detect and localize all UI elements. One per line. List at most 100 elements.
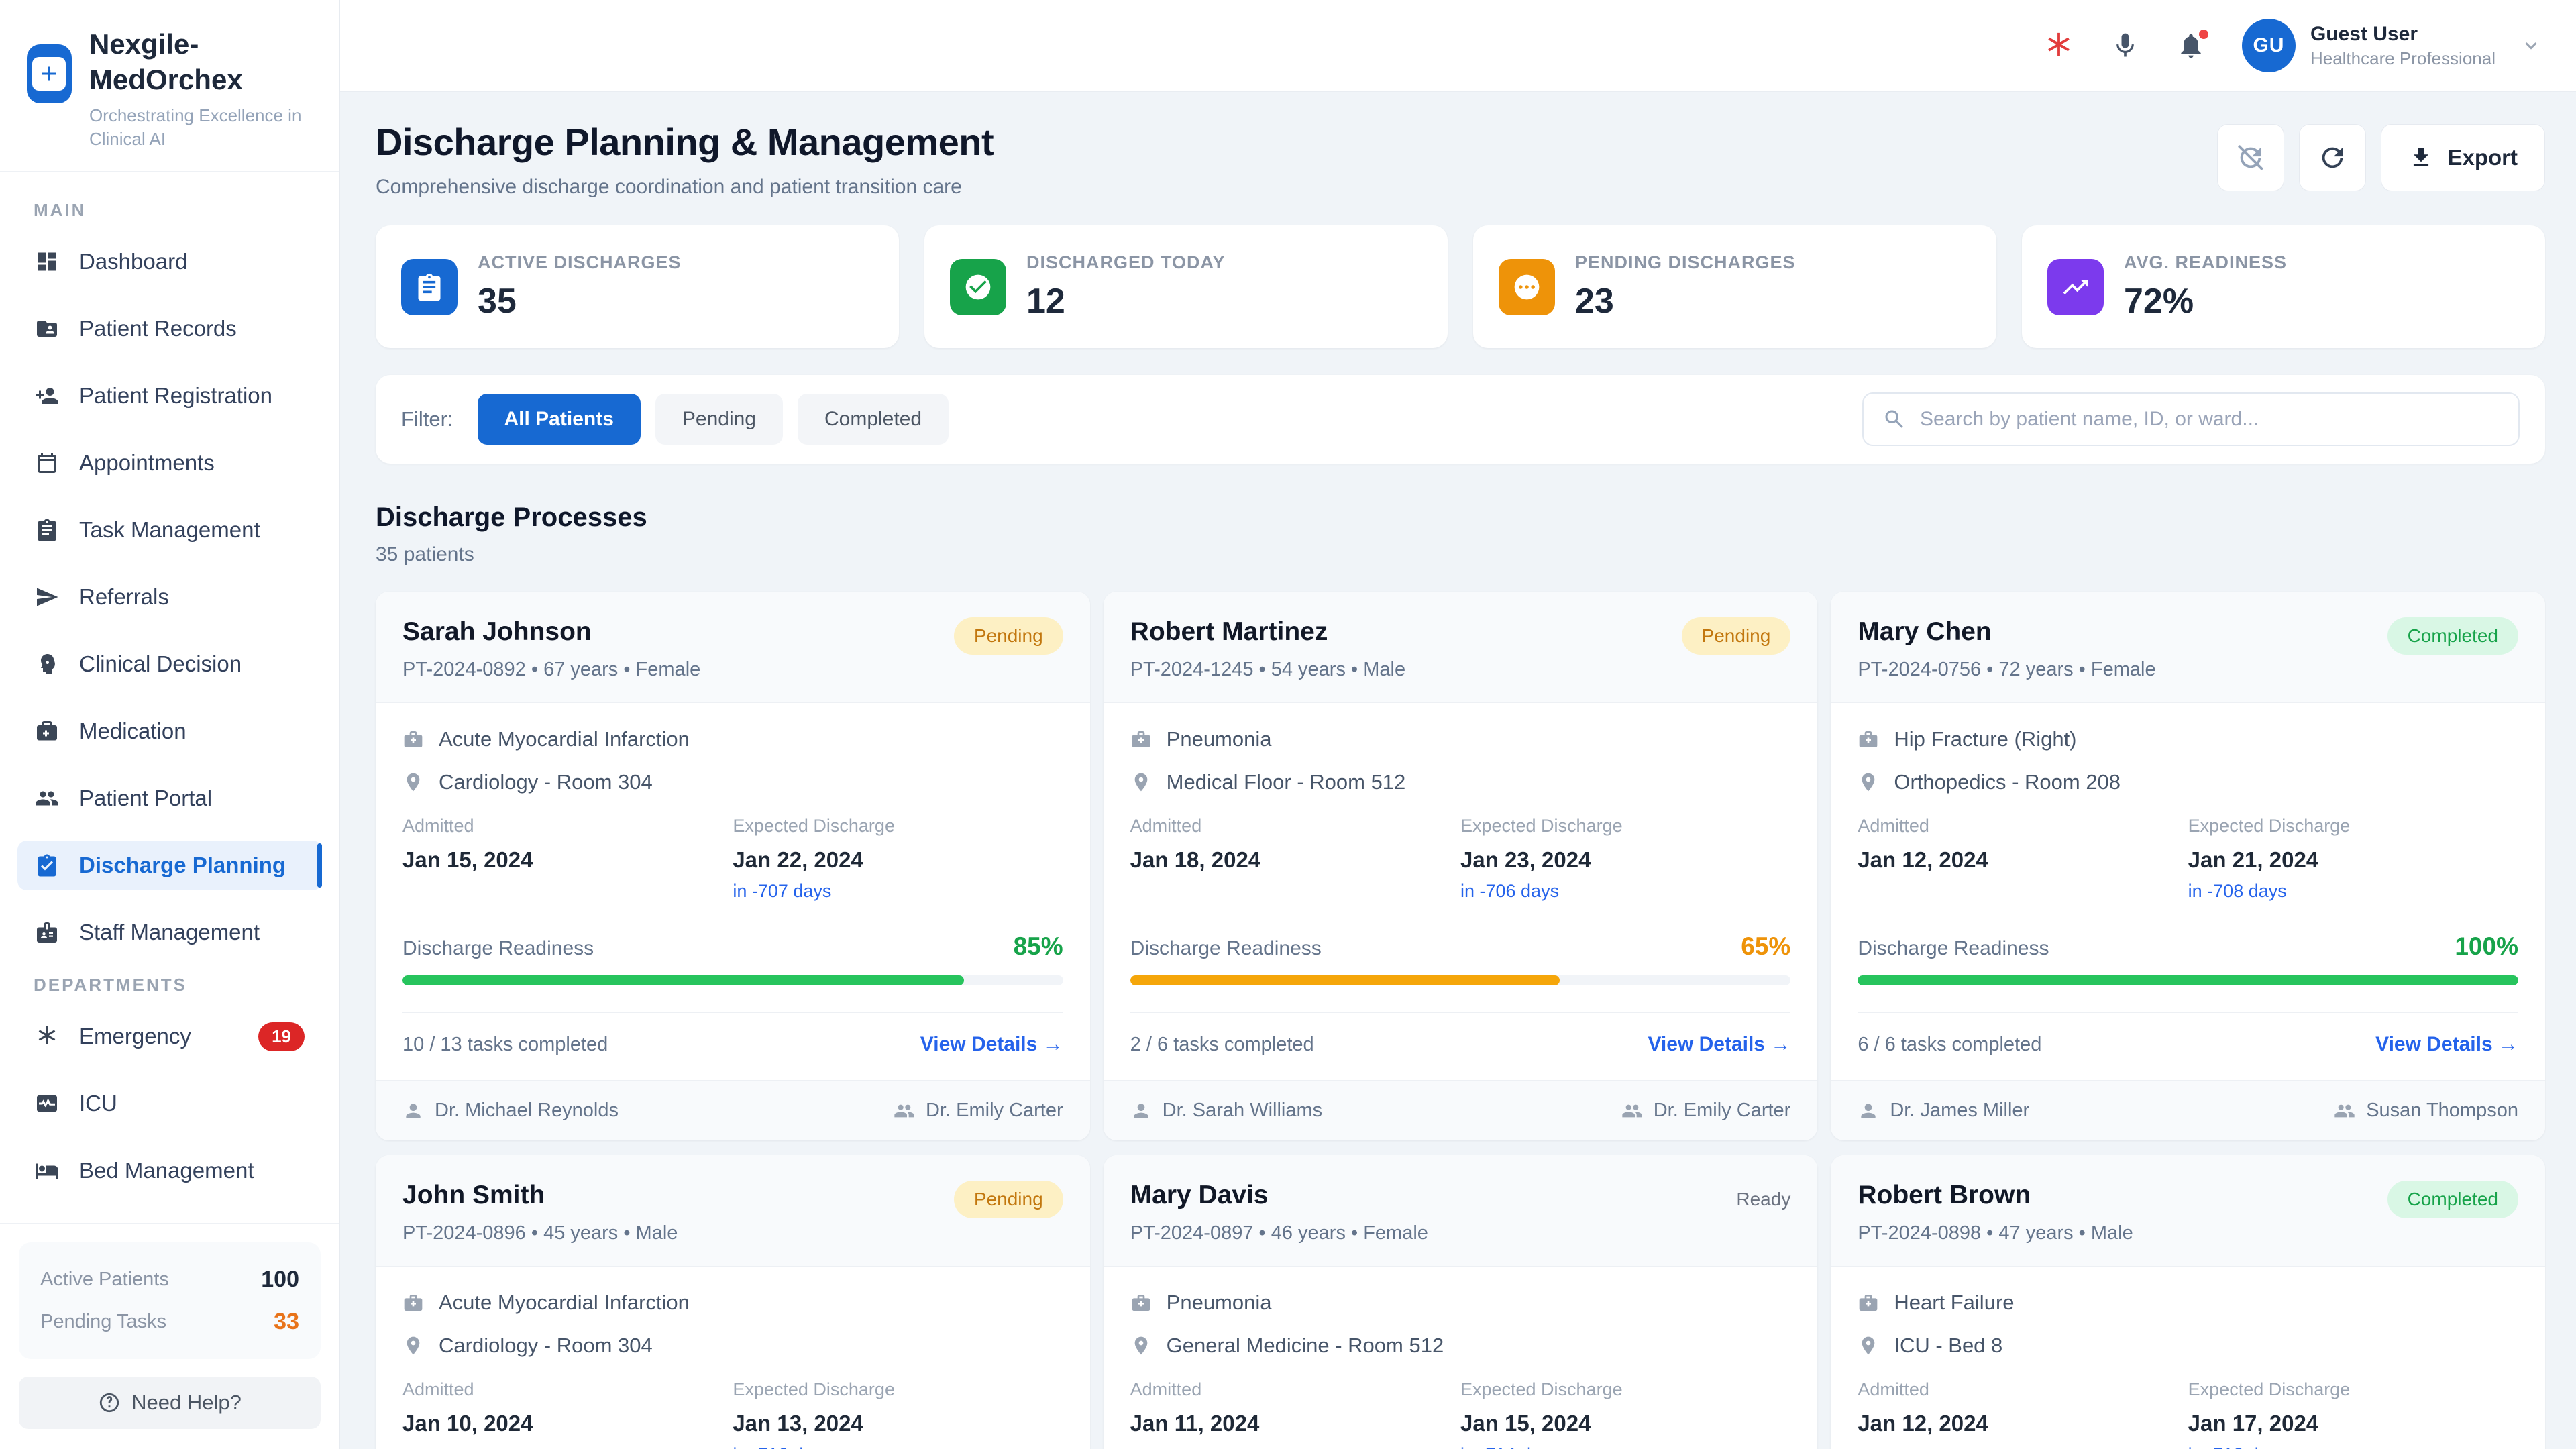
stat-value: 12: [1026, 282, 1065, 321]
readiness-progress-bar: [402, 975, 1063, 985]
filter-pending[interactable]: Pending: [655, 394, 783, 445]
admitted-date: Jan 15, 2024: [402, 847, 533, 872]
refresh-button[interactable]: [2299, 124, 2367, 191]
stat-card-pending-discharges: PENDING DISCHARGES 23: [1473, 225, 1996, 348]
user-menu[interactable]: GU Guest User Healthcare Professional: [2241, 19, 2542, 72]
ward-row: ICU - Bed 8: [1858, 1334, 2518, 1358]
microphone-icon[interactable]: [2110, 31, 2140, 60]
expected-discharge-date: Jan 22, 2024: [733, 847, 863, 872]
stat-value: 35: [478, 282, 517, 321]
attending-doctor: Dr. Michael Reynolds: [402, 1099, 619, 1122]
expected-discharge-date: Jan 17, 2024: [2188, 1411, 2319, 1436]
patient-meta: PT-2024-1245 • 54 years • Male: [1130, 659, 1406, 680]
filter-bar: Filter: All Patients Pending Completed: [376, 375, 2545, 464]
search-icon: [1882, 407, 1907, 431]
person-icon: [402, 1100, 424, 1122]
sidebar-item-label: ICU: [79, 1091, 117, 1116]
coordinator-name: Dr. Emily Carter: [926, 1099, 1063, 1121]
user-name: Guest User: [2310, 22, 2418, 45]
filter-all-patients[interactable]: All Patients: [477, 394, 641, 445]
nav-section-label: DEPARTMENTS: [34, 975, 187, 996]
expected-discharge-date: Jan 13, 2024: [733, 1411, 863, 1436]
notifications-bell-icon[interactable]: [2176, 27, 2211, 60]
sidebar-item-label: Patient Records: [79, 316, 237, 341]
tasks-completed-text: 10 / 13 tasks completed: [402, 1033, 608, 1055]
auto-refresh-off-button[interactable]: [2217, 124, 2285, 191]
tasks-completed-text: 6 / 6 tasks completed: [1858, 1033, 2042, 1055]
readiness-percent: 85%: [1013, 932, 1063, 960]
person-icon: [1858, 1100, 1879, 1122]
sidebar-item-discharge-planning[interactable]: Discharge Planning: [17, 841, 322, 891]
help-icon: [98, 1391, 121, 1414]
doctor-name: Dr. Michael Reynolds: [435, 1099, 619, 1121]
sidebar-item-medication[interactable]: Medication: [17, 706, 322, 756]
sidebar-item-patient-records[interactable]: Patient Records: [17, 304, 322, 354]
patient-card-header: John Smith PT-2024-0896 • 45 years • Mal…: [376, 1155, 1090, 1267]
sidebar-item-label: Referrals: [79, 584, 169, 610]
stats-row: ACTIVE DISCHARGES 35 DISCHARGED TODAY 12…: [376, 225, 2545, 348]
need-help-label: Need Help?: [131, 1391, 241, 1414]
sidebar-item-icu[interactable]: ICU: [17, 1079, 322, 1128]
view-details-link[interactable]: View Details →: [920, 1033, 1063, 1055]
discharge-countdown: in -716 days: [733, 1444, 1063, 1449]
ward-text: Medical Floor - Room 512: [1166, 770, 1406, 794]
admitted-label: Admitted: [1858, 1379, 1929, 1399]
ward-row: Cardiology - Room 304: [402, 770, 1063, 794]
people-icon: [2334, 1100, 2355, 1122]
bed-icon: [35, 1159, 59, 1183]
dashboard-icon: [35, 250, 59, 274]
pending-icon: [1499, 258, 1555, 315]
sidebar-item-patient-registration[interactable]: Patient Registration: [17, 371, 322, 421]
stat-value: 23: [1575, 282, 1614, 321]
patient-name: Robert Martinez: [1130, 617, 1328, 646]
need-help-button[interactable]: Need Help?: [19, 1377, 321, 1429]
export-button[interactable]: Export: [2381, 124, 2545, 191]
coordinator-name: Susan Thompson: [2366, 1099, 2518, 1121]
admitted-label: Admitted: [402, 1379, 474, 1399]
diagnosis-text: Hip Fracture (Right): [1894, 727, 2077, 751]
sidebar-item-dashboard[interactable]: Dashboard: [17, 237, 322, 286]
patient-card: Robert Brown PT-2024-0898 • 47 years • M…: [1831, 1155, 2545, 1449]
diagnosis-row: Pneumonia: [1130, 727, 1791, 751]
sidebar-item-appointments[interactable]: Appointments: [17, 438, 322, 488]
patient-card-footer: Dr. James Miller Susan Thompson: [1831, 1080, 2545, 1140]
patient-cards-grid: Sarah Johnson PT-2024-0892 • 67 years • …: [376, 592, 2545, 1449]
sidebar-item-label: Patient Portal: [79, 786, 213, 811]
ward-text: Cardiology - Room 304: [439, 770, 653, 794]
sidebar-item-patient-portal[interactable]: Patient Portal: [17, 773, 322, 823]
id-badge-icon: [35, 920, 59, 945]
patient-card: Robert Martinez PT-2024-1245 • 54 years …: [1103, 592, 1818, 1140]
patient-name: Sarah Johnson: [402, 617, 592, 646]
view-details-link[interactable]: View Details →: [1648, 1033, 1791, 1055]
emergency-count-badge: 19: [258, 1022, 305, 1051]
active-patients-label: Active Patients: [40, 1269, 169, 1290]
briefcase-medical-icon: [402, 1292, 424, 1313]
sidebar-item-bed-management[interactable]: Bed Management: [17, 1146, 322, 1195]
sidebar-item-clinical-decision[interactable]: Clinical Decision: [17, 639, 322, 689]
clipboard-check-icon: [35, 853, 59, 877]
patient-meta: PT-2024-0896 • 45 years • Male: [402, 1222, 678, 1244]
care-coordinator: Susan Thompson: [2334, 1099, 2518, 1122]
sidebar-item-task-management[interactable]: Task Management: [17, 505, 322, 555]
patient-card-header: Sarah Johnson PT-2024-0892 • 67 years • …: [376, 592, 1090, 703]
ward-row: Medical Floor - Room 512: [1130, 770, 1791, 794]
admitted-label: Admitted: [1858, 816, 1929, 836]
sidebar-item-staff-management[interactable]: Staff Management: [17, 908, 322, 957]
patient-card: John Smith PT-2024-0896 • 45 years • Mal…: [376, 1155, 1090, 1449]
diagnosis-row: Hip Fracture (Right): [1858, 727, 2518, 751]
emergency-icon[interactable]: [2043, 30, 2074, 61]
sidebar-item-referrals[interactable]: Referrals: [17, 572, 322, 622]
diagnosis-row: Acute Myocardial Infarction: [402, 1291, 1063, 1315]
admitted-label: Admitted: [1130, 816, 1202, 836]
search-box: [1862, 392, 2520, 446]
sidebar-item-emergency[interactable]: Emergency 19: [17, 1012, 322, 1061]
sidebar-item-label: Clinical Decision: [79, 651, 242, 677]
expected-discharge-date: Jan 23, 2024: [1460, 847, 1591, 872]
filter-completed[interactable]: Completed: [797, 394, 949, 445]
search-input[interactable]: [1920, 408, 2500, 431]
chevron-down-icon: [2520, 34, 2542, 57]
expected-discharge-label: Expected Discharge: [733, 1379, 895, 1399]
sidebar-item-label: Bed Management: [79, 1158, 254, 1183]
view-details-link[interactable]: View Details →: [2375, 1033, 2518, 1055]
expected-discharge-date: Jan 21, 2024: [2188, 847, 2319, 872]
